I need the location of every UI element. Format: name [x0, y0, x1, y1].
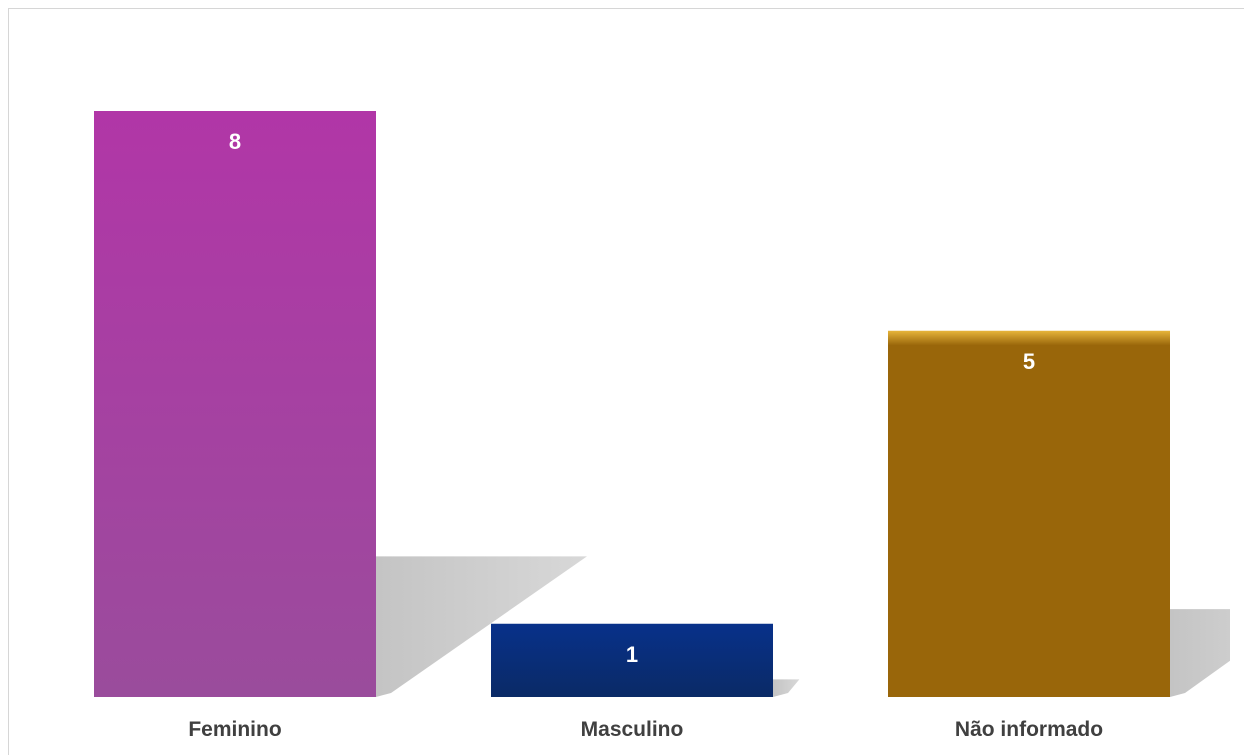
- bar-feminino[interactable]: [94, 111, 376, 697]
- bar-nao-informado[interactable]: [888, 330, 1170, 697]
- data-label-masculino: 1: [626, 642, 638, 667]
- bar-shadow-feminino: [376, 556, 587, 697]
- bars: [94, 111, 1170, 697]
- category-label-nao-informado: Não informado: [955, 718, 1103, 741]
- bar-shadow-masculino: [773, 679, 800, 697]
- category-label-masculino: Masculino: [581, 718, 684, 741]
- bar-shadow-nao-informado: [1170, 609, 1230, 697]
- labels: 8 Feminino 1 Masculino 5 Não informado: [188, 129, 1103, 741]
- data-label-nao-informado: 5: [1023, 349, 1035, 374]
- data-label-feminino: 8: [229, 129, 241, 154]
- bar-shadows: [376, 556, 1230, 697]
- bar-masculino[interactable]: [491, 623, 773, 697]
- category-label-feminino: Feminino: [188, 718, 281, 741]
